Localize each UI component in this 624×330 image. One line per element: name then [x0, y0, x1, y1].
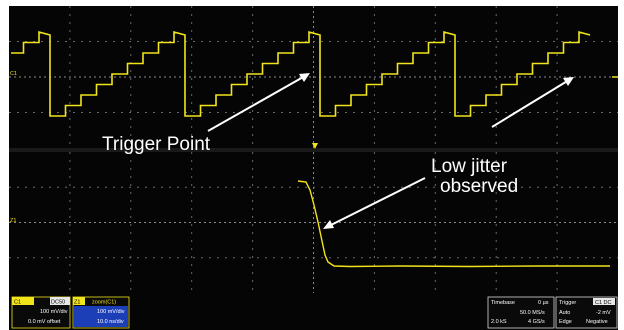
trigger-source-code: C1 DC: [595, 300, 612, 306]
z1-zoom-descriptor[interactable]: Z1 zoom(C1) 100 mV/div 10.0 ns/div: [72, 296, 130, 329]
trigger-slope: Negative: [586, 319, 608, 325]
trigger-level: -2 mV: [596, 310, 611, 316]
lower-grid: [9, 152, 618, 293]
trigger-arrow-2: [491, 77, 574, 128]
trigger-arrow-1: [207, 73, 310, 132]
timebase-descriptor[interactable]: Timebase 0 µs 50.0 MS/s 2.0 kS 4 GS/s: [487, 296, 555, 329]
low-jitter-label-line2: observed: [440, 176, 518, 197]
z1-volts-per-div: 100 mV/div: [97, 309, 125, 315]
timebase-label: Timebase: [491, 300, 515, 306]
c1-volts-per-div: 100 mV/div: [40, 309, 68, 315]
z1-label: Z1: [74, 300, 80, 306]
separator-bar: [9, 148, 618, 152]
c1-offset: 0.0 mV offset: [28, 319, 61, 325]
c1-axis-marker: C1: [10, 71, 17, 77]
z1-source: zoom(C1): [92, 300, 116, 306]
trigger-type: Edge: [559, 319, 572, 325]
timebase-value: 0 µs: [538, 300, 549, 306]
c1-coupling: DC50: [51, 300, 65, 306]
trigger-label: Trigger: [559, 300, 576, 306]
trigger-point-label: Trigger Point: [102, 134, 211, 155]
trigger-mode: Auto: [559, 310, 570, 316]
trigger-descriptor[interactable]: Trigger C1 DC Auto -2 mV Edge Negative: [555, 296, 618, 329]
timebase-sample-rate: 50.0 MS/s: [520, 310, 545, 316]
upper-grid: [9, 6, 618, 148]
zoomed-falling-edge-trace: [297, 180, 610, 268]
staircase-waveform-trace: [11, 30, 591, 117]
timebase-points: 2.0 kS: [491, 319, 507, 325]
c1-channel-descriptor[interactable]: C1 DC50 100 mV/div 0.0 mV offset: [11, 296, 71, 329]
z1-time-per-div: 10.0 ns/div: [97, 319, 124, 325]
z1-axis-marker: Z1: [10, 218, 16, 224]
timebase-rate2: 4 GS/s: [528, 319, 545, 325]
trigger-position-marker: [312, 143, 318, 149]
c1-label: C1: [14, 300, 21, 306]
low-jitter-label-line1: Low jitter: [431, 156, 508, 177]
jitter-arrow: [323, 177, 426, 229]
